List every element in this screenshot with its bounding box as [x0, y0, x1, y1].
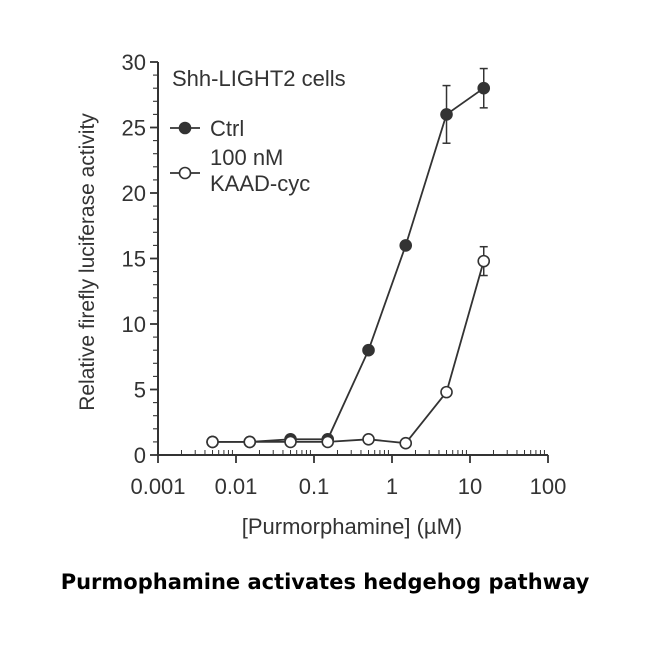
legend-marker-filled: [178, 121, 192, 135]
x-tick-label: 1: [386, 474, 398, 499]
legend-label: 100 nM: [210, 145, 283, 170]
legend-marker-open: [178, 166, 192, 180]
data-point: [399, 239, 413, 252]
y-tick-label: 10: [122, 312, 146, 337]
y-tick-label: 0: [134, 443, 146, 468]
data-point: [399, 436, 413, 450]
data-point: [243, 435, 257, 449]
y-axis-label: Relative firefly luciferase activity: [76, 113, 99, 411]
legend-label: Ctrl: [210, 116, 244, 141]
data-point: [362, 432, 375, 446]
series-layer: [206, 67, 491, 450]
data-point: [284, 435, 297, 449]
chart: 0 5 10 15 20 25 30 0.001 0.01 0.1 1 10 100 Shh-LIGHT…: [76, 50, 567, 539]
y-tick-label: 15: [122, 247, 146, 272]
axes: 0 5 10 15 20 25 30 0.001 0.01 0.1 1 10 100: [122, 50, 567, 499]
y-tick-label: 30: [122, 50, 146, 75]
y-tick-label: 5: [134, 378, 146, 403]
x-tick-label: 0.001: [130, 474, 185, 499]
chart-title: Shh-LIGHT2 cells: [172, 66, 346, 91]
x-axis-label: [Purmorphamine] (µM): [242, 514, 463, 539]
x-tick-label: 0.1: [299, 474, 330, 499]
data-point: [321, 435, 335, 449]
series-line: [212, 260, 485, 445]
x-tick-label: 100: [530, 474, 567, 499]
figure-caption: Purmophamine activates hedgehog pathway: [60, 570, 590, 594]
data-point: [440, 385, 453, 399]
legend-label: KAAD-cyc: [210, 171, 310, 196]
series-2: [206, 245, 491, 450]
data-point: [362, 343, 375, 357]
data-point: [440, 108, 453, 121]
x-tick-label: 10: [458, 474, 482, 499]
data-point: [477, 254, 491, 268]
data-point: [206, 435, 219, 449]
x-tick-label: 0.01: [215, 474, 258, 499]
y-tick-label: 20: [122, 181, 146, 206]
data-point: [477, 81, 491, 95]
y-tick-label: 25: [122, 116, 146, 141]
